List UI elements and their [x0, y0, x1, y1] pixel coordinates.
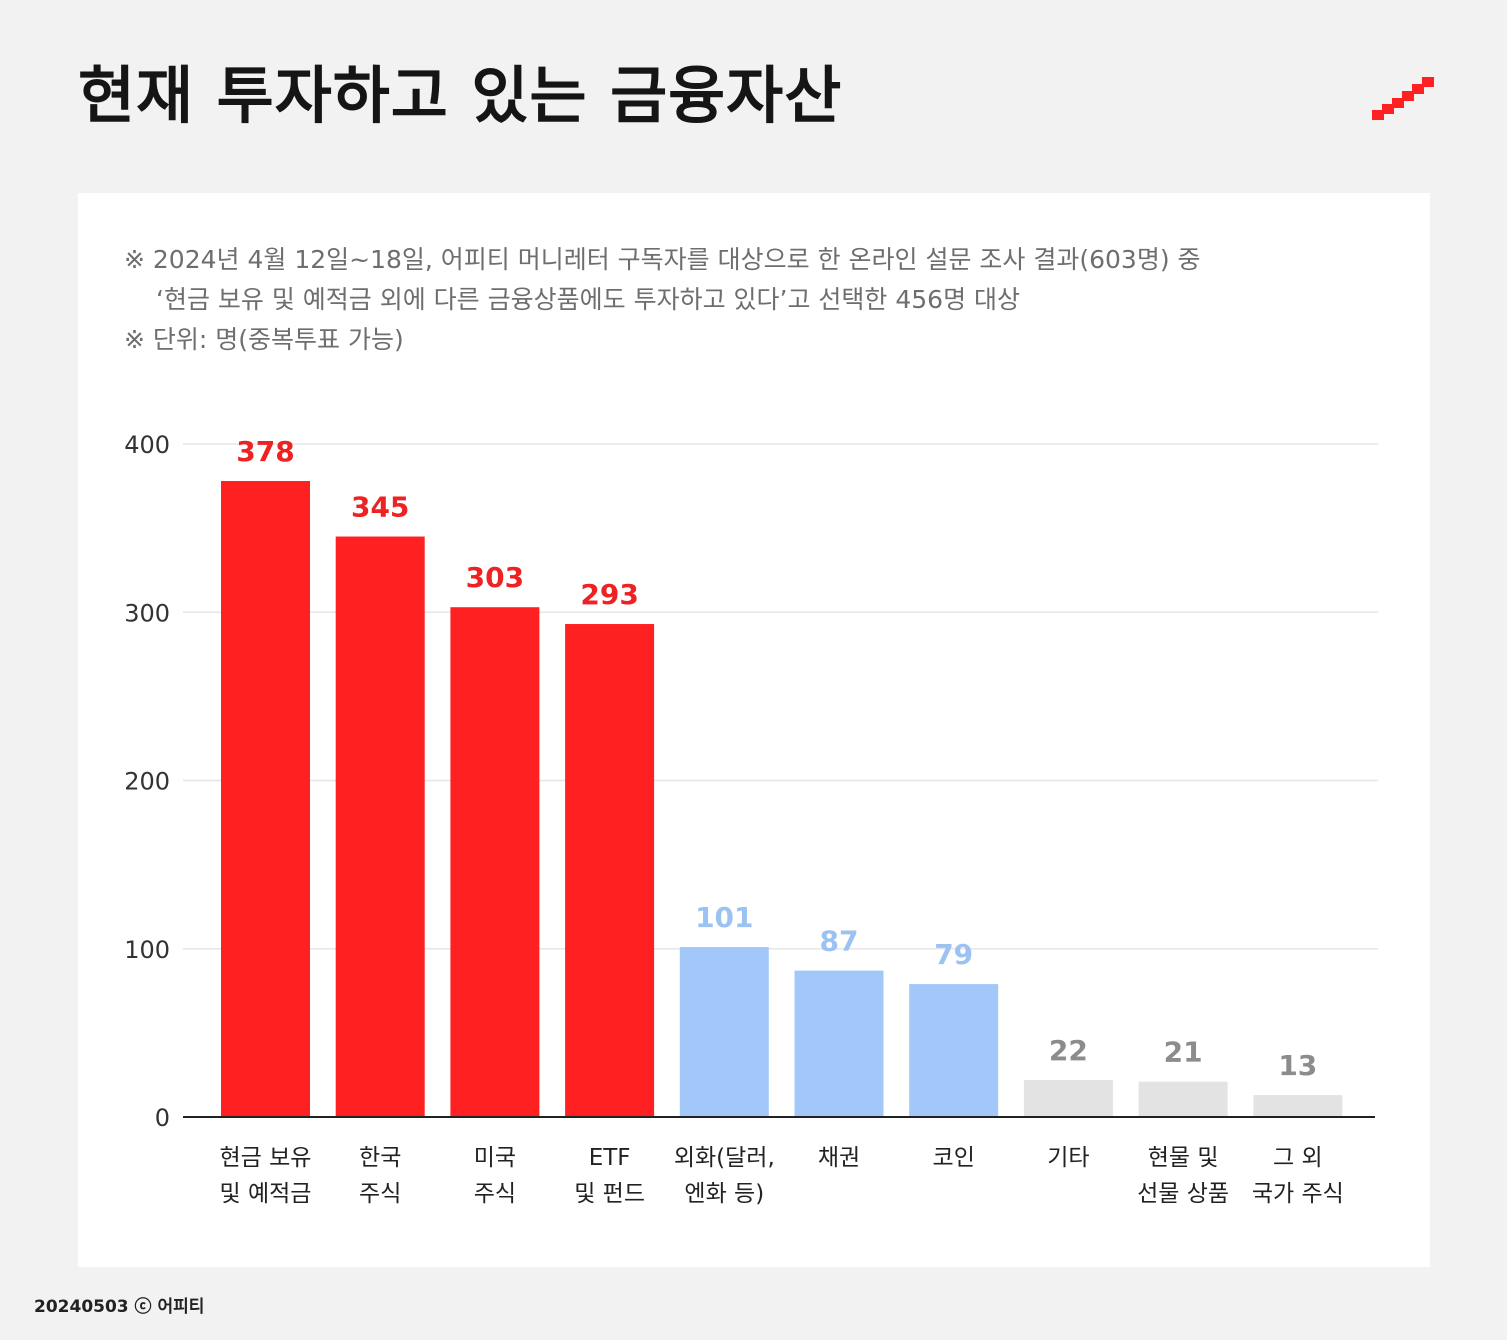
bar: [335, 536, 425, 1117]
note-target: ‘현금 보유 및 예적금 외에 다른 금융상품에도 투자하고 있다’고 선택한 …: [156, 285, 1021, 314]
x-tick-label: 및 펀드: [574, 1181, 645, 1207]
bar: [679, 947, 769, 1117]
data-label: 293: [580, 578, 638, 611]
bar: [1023, 1079, 1113, 1117]
note-unit: ※ 단위: 명(중복투표 가능): [124, 325, 404, 354]
y-tick-label: 0: [155, 1104, 170, 1132]
data-label: 79: [934, 938, 973, 971]
x-tick-label: 선물 상품: [1137, 1181, 1229, 1207]
data-label: 13: [1278, 1049, 1317, 1082]
y-tick-label: 200: [124, 768, 170, 796]
x-tick-label: 코인: [933, 1145, 975, 1171]
x-tick-label: 한국: [359, 1145, 401, 1171]
bar: [1138, 1081, 1228, 1117]
y-tick-label: 100: [124, 936, 170, 964]
x-tick-label: 주식: [474, 1181, 516, 1207]
bar: [794, 970, 884, 1117]
x-tick-label: 엔화 등): [684, 1181, 764, 1207]
footer-credit: 20240503 ⓒ 어피티: [34, 1297, 205, 1317]
x-tick-label: 그 외: [1273, 1145, 1323, 1171]
data-label: 378: [236, 435, 294, 468]
x-tick-label: 국가 주식: [1252, 1181, 1344, 1207]
x-tick-label: 주식: [359, 1181, 401, 1207]
data-label: 303: [466, 561, 524, 594]
note-survey: ※ 2024년 4월 12일~18일, 어피티 머니레터 구독자를 대상으로 한…: [124, 245, 1201, 274]
bar: [565, 624, 655, 1117]
bar: [450, 607, 540, 1117]
x-tick-label: 기타: [1047, 1145, 1089, 1171]
brand-logo-icon: [1372, 77, 1434, 120]
y-tick-label: 400: [124, 431, 170, 459]
data-label: 21: [1164, 1036, 1203, 1069]
data-label: 345: [351, 491, 409, 524]
x-tick-label: 미국: [474, 1145, 516, 1171]
x-tick-label: 외화(달러,: [674, 1145, 775, 1171]
data-label: 22: [1049, 1034, 1088, 1067]
x-tick-label: 채권: [818, 1145, 860, 1171]
x-tick-label: ETF: [589, 1145, 631, 1171]
x-tick-label: 및 예적금: [220, 1181, 312, 1207]
bar: [909, 984, 999, 1117]
y-tick-label: 300: [124, 599, 170, 627]
bar: [1253, 1095, 1343, 1117]
x-tick-label: 현금 보유: [220, 1145, 312, 1171]
data-label: 87: [820, 925, 859, 958]
data-label: 101: [695, 901, 753, 934]
bar: [221, 481, 310, 1117]
chart-notes: ※ 2024년 4월 12일~18일, 어피티 머니레터 구독자를 대상으로 한…: [124, 240, 1201, 360]
page-title: 현재 투자하고 있는 금융자산: [78, 59, 843, 132]
x-tick-label: 현물 및: [1148, 1145, 1219, 1171]
